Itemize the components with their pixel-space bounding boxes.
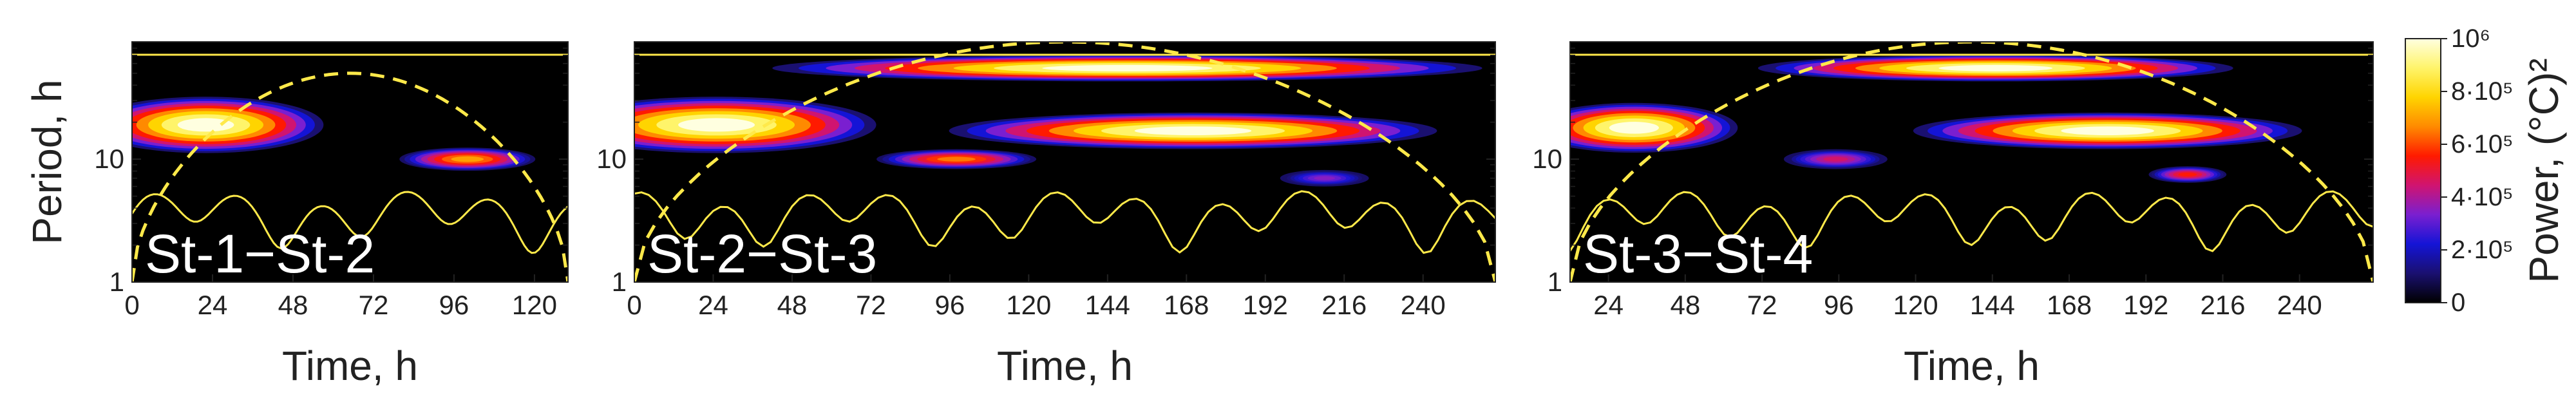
- power-blob-1: [132, 97, 324, 153]
- x-tick-label: 48: [1670, 290, 1700, 320]
- wavelet-panel-2: St-2−St-30 24 48 72 96 120 144 168 192 216 240 1 10 T…: [596, 41, 1496, 389]
- power-blob-2: [399, 147, 536, 171]
- significance-contour: [634, 190, 1495, 254]
- power-blob-5: [2148, 166, 2227, 183]
- plot-content: [132, 71, 568, 282]
- wavelet-panel-1: St-1−St-20 24 48 72 96 120 1 10 Time, h Period, h: [24, 41, 569, 389]
- power-contour: [177, 118, 234, 132]
- colorbar-tick-label: 4·10⁵: [2451, 183, 2514, 211]
- power-blob-4: [1783, 149, 1888, 169]
- plot-frame: [634, 41, 1496, 283]
- power-contour: [1314, 176, 1336, 180]
- x-tick-label: 168: [2047, 290, 2092, 320]
- y-tick-label: 1: [109, 267, 124, 297]
- colorbar-tick-label: 8·10⁵: [2451, 77, 2514, 106]
- power-contour: [937, 156, 976, 162]
- x-tick-label: 72: [1747, 290, 1777, 320]
- cone-of-influence: [132, 71, 568, 282]
- colorbar-title: Power, (°C)²: [2521, 58, 2567, 283]
- power-contour: [1938, 64, 2053, 71]
- power-contour: [2178, 172, 2197, 177]
- x-axis-title: Time, h: [1904, 343, 2040, 389]
- x-tick-label: 24: [1593, 290, 1624, 320]
- x-tick-label: 120: [512, 290, 557, 320]
- x-axis-title: Time, h: [997, 343, 1133, 389]
- x-tick-label: 48: [777, 290, 808, 320]
- colorbar-scale: [2405, 38, 2441, 303]
- y-tick-label: 1: [612, 267, 627, 297]
- colorbar: 0 2·10⁵ 4·10⁵ 6·10⁵ 8·10⁵ 10⁶ Power, (°C)²: [2405, 24, 2567, 317]
- x-tick-label: 96: [935, 290, 965, 320]
- x-tick-label: 240: [1401, 290, 1446, 320]
- x-tick-label: 24: [198, 290, 228, 320]
- power-contour: [1609, 122, 1659, 134]
- cone-of-influence: [1570, 42, 2373, 282]
- plot-content: [634, 42, 1495, 282]
- colorbar-tick-label: 6·10⁵: [2451, 130, 2514, 158]
- power-blob-3: [1913, 112, 2302, 149]
- plot-area: [634, 42, 1495, 282]
- power-blob-3: [949, 112, 1437, 149]
- plot-frame: [131, 41, 569, 283]
- plot-area: [1570, 42, 2373, 282]
- x-tick-label: 0: [124, 290, 139, 320]
- y-tick-label: 10: [596, 144, 627, 174]
- significance-contour: [132, 191, 568, 254]
- power-blob-1: [1570, 102, 1738, 153]
- panel-label: St-3−St-4: [1583, 223, 1813, 284]
- x-tick-label: 72: [856, 290, 886, 320]
- y-tick-label: 10: [1532, 144, 1562, 174]
- y-tick-label: 10: [94, 144, 124, 174]
- power-contour: [2061, 126, 2155, 135]
- colorbar-ticks: 0 2·10⁵ 4·10⁵ 6·10⁵ 8·10⁵ 10⁶: [2441, 24, 2514, 317]
- x-tick-label: 24: [698, 290, 728, 320]
- power-contour: [1823, 156, 1848, 162]
- panel-label: St-1−St-2: [145, 223, 375, 284]
- power-contour: [1134, 126, 1252, 135]
- colorbar-tick-label: 2·10⁵: [2451, 236, 2514, 264]
- x-tick-label: 72: [359, 290, 389, 320]
- power-blob-2: [1757, 55, 2233, 82]
- x-tick-label: 144: [1085, 290, 1130, 320]
- colorbar-tick-label: 10⁶: [2451, 24, 2490, 53]
- x-axis-title: Time, h: [282, 343, 418, 389]
- wavelet-panel-3: St-3−St-4 24 48 72 96 120 144 168 192 216 240 1 10 Ti…: [1532, 41, 2374, 389]
- x-tick-label: 144: [1970, 290, 2015, 320]
- x-tick-label: 48: [278, 290, 308, 320]
- x-tick-label: 96: [1824, 290, 1854, 320]
- plot-content: [1570, 42, 2373, 282]
- x-tick-label: 0: [627, 290, 641, 320]
- x-tick-label: 216: [1321, 290, 1367, 320]
- x-tick-label: 120: [1006, 290, 1051, 320]
- power-contour: [451, 156, 484, 162]
- power-contour: [678, 118, 755, 132]
- x-tick-label: 168: [1164, 290, 1209, 320]
- panel-label: St-2−St-3: [647, 223, 877, 284]
- y-tick-label: 1: [1548, 267, 1562, 297]
- x-tick-label: 96: [439, 290, 469, 320]
- x-tick-label: 120: [1893, 290, 1938, 320]
- plot-frame: [1569, 41, 2374, 283]
- power-contour: [1042, 64, 1213, 71]
- power-blob-4: [876, 149, 1037, 169]
- power-blob-2: [772, 55, 1482, 82]
- x-tick-label: 216: [2200, 290, 2245, 320]
- power-blob-5: [1280, 169, 1369, 187]
- x-tick-label: 240: [2277, 290, 2322, 320]
- y-axis-title: Period, h: [24, 79, 70, 244]
- x-tick-label: 192: [1243, 290, 1288, 320]
- colorbar-tick-label: 0: [2451, 289, 2465, 317]
- x-tick-label: 192: [2123, 290, 2168, 320]
- significance-contour: [1570, 190, 2373, 252]
